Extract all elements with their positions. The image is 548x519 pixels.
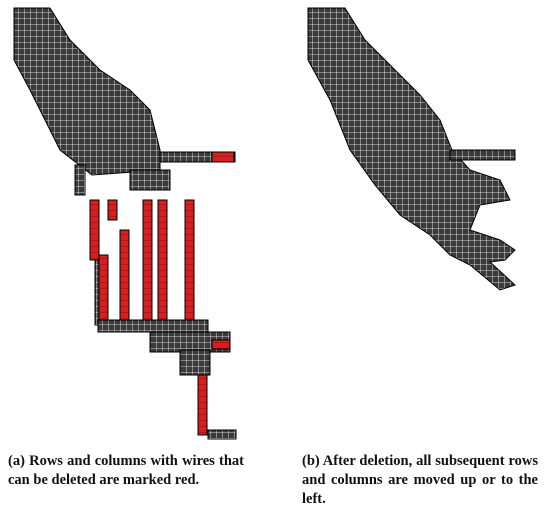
caption: (a) Rows and columns with wires that can… <box>8 452 244 490</box>
deletable-wires <box>90 152 234 435</box>
subfigure-a-drawing <box>14 8 236 439</box>
wire-drawings <box>0 0 548 450</box>
figure: (a) Rows and columns with wires that can… <box>0 0 548 519</box>
subfigure-b-drawing <box>308 8 515 290</box>
caption: (b) After deletion, all subsequent rows … <box>302 452 538 509</box>
